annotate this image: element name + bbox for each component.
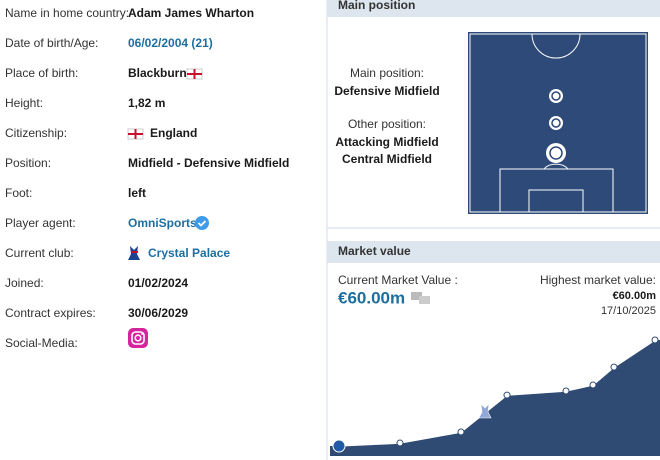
row-label: Joined: (5, 276, 44, 290)
pitch (468, 32, 648, 214)
section-title: Main position (338, 0, 415, 12)
row-label: Place of birth: (5, 66, 78, 80)
row-value: 1,82 m (128, 96, 165, 110)
line (336, 339, 656, 447)
row-value[interactable]: OmniSports (128, 216, 197, 230)
current-value: €60.00m (338, 288, 405, 307)
flag-icon (127, 128, 144, 140)
row-value: 30/06/2029 (128, 306, 188, 320)
highest-label: Highest market value: (540, 273, 656, 287)
row-label: Player agent: (5, 216, 76, 230)
row-value: Blackburn (128, 66, 187, 80)
club-icon (128, 246, 140, 260)
section-title: Market value (338, 244, 411, 258)
row-label: Contract expires: (5, 306, 96, 320)
instagram-icon[interactable] (128, 328, 148, 348)
position-label: Main position: (350, 66, 424, 80)
header-bar (327, 241, 660, 263)
row-label: Name in home country: (5, 6, 129, 20)
row-value: England (150, 126, 197, 140)
comment-icon (411, 292, 430, 304)
point (562, 387, 570, 395)
header-bar (327, 0, 660, 17)
row-label: Current club: (5, 246, 74, 260)
row-value[interactable]: 06/02/2004 (21) (128, 36, 213, 50)
main-position: Defensive Midfield (334, 84, 439, 98)
point (457, 428, 465, 436)
row-label: Citizenship: (5, 126, 67, 140)
club-marker (332, 439, 346, 453)
row-label: Social-Media: (5, 336, 78, 350)
other-position: Central Midfield (342, 152, 432, 166)
area (330, 340, 660, 456)
highest-value: €60.00m (613, 290, 657, 302)
current-label: Current Market Value : (338, 273, 458, 287)
highest-date: 17/10/2025 (601, 305, 656, 317)
row-value: Midfield - Defensive Midfield (128, 156, 289, 170)
point (503, 391, 511, 399)
row-label: Date of birth/Age: (5, 36, 98, 50)
profile-table: Name in home country: Adam James Wharton… (5, 6, 289, 350)
flag-icon (186, 68, 203, 80)
row-label: Height: (5, 96, 43, 110)
row-label: Position: (5, 156, 51, 170)
verified-icon (195, 216, 209, 230)
row-label: Foot: (5, 186, 32, 200)
row-value: left (128, 186, 146, 200)
row-value: Adam James Wharton (128, 6, 254, 20)
club-marker (478, 403, 492, 419)
row-value[interactable]: Crystal Palace (148, 246, 230, 260)
position-label: Other position: (348, 117, 426, 131)
point (589, 381, 597, 389)
row-value: 01/02/2024 (128, 276, 188, 290)
point (651, 336, 659, 344)
other-position: Attacking Midfield (335, 135, 438, 149)
market-value-chart (330, 336, 660, 456)
point (610, 363, 618, 371)
point (396, 439, 404, 447)
